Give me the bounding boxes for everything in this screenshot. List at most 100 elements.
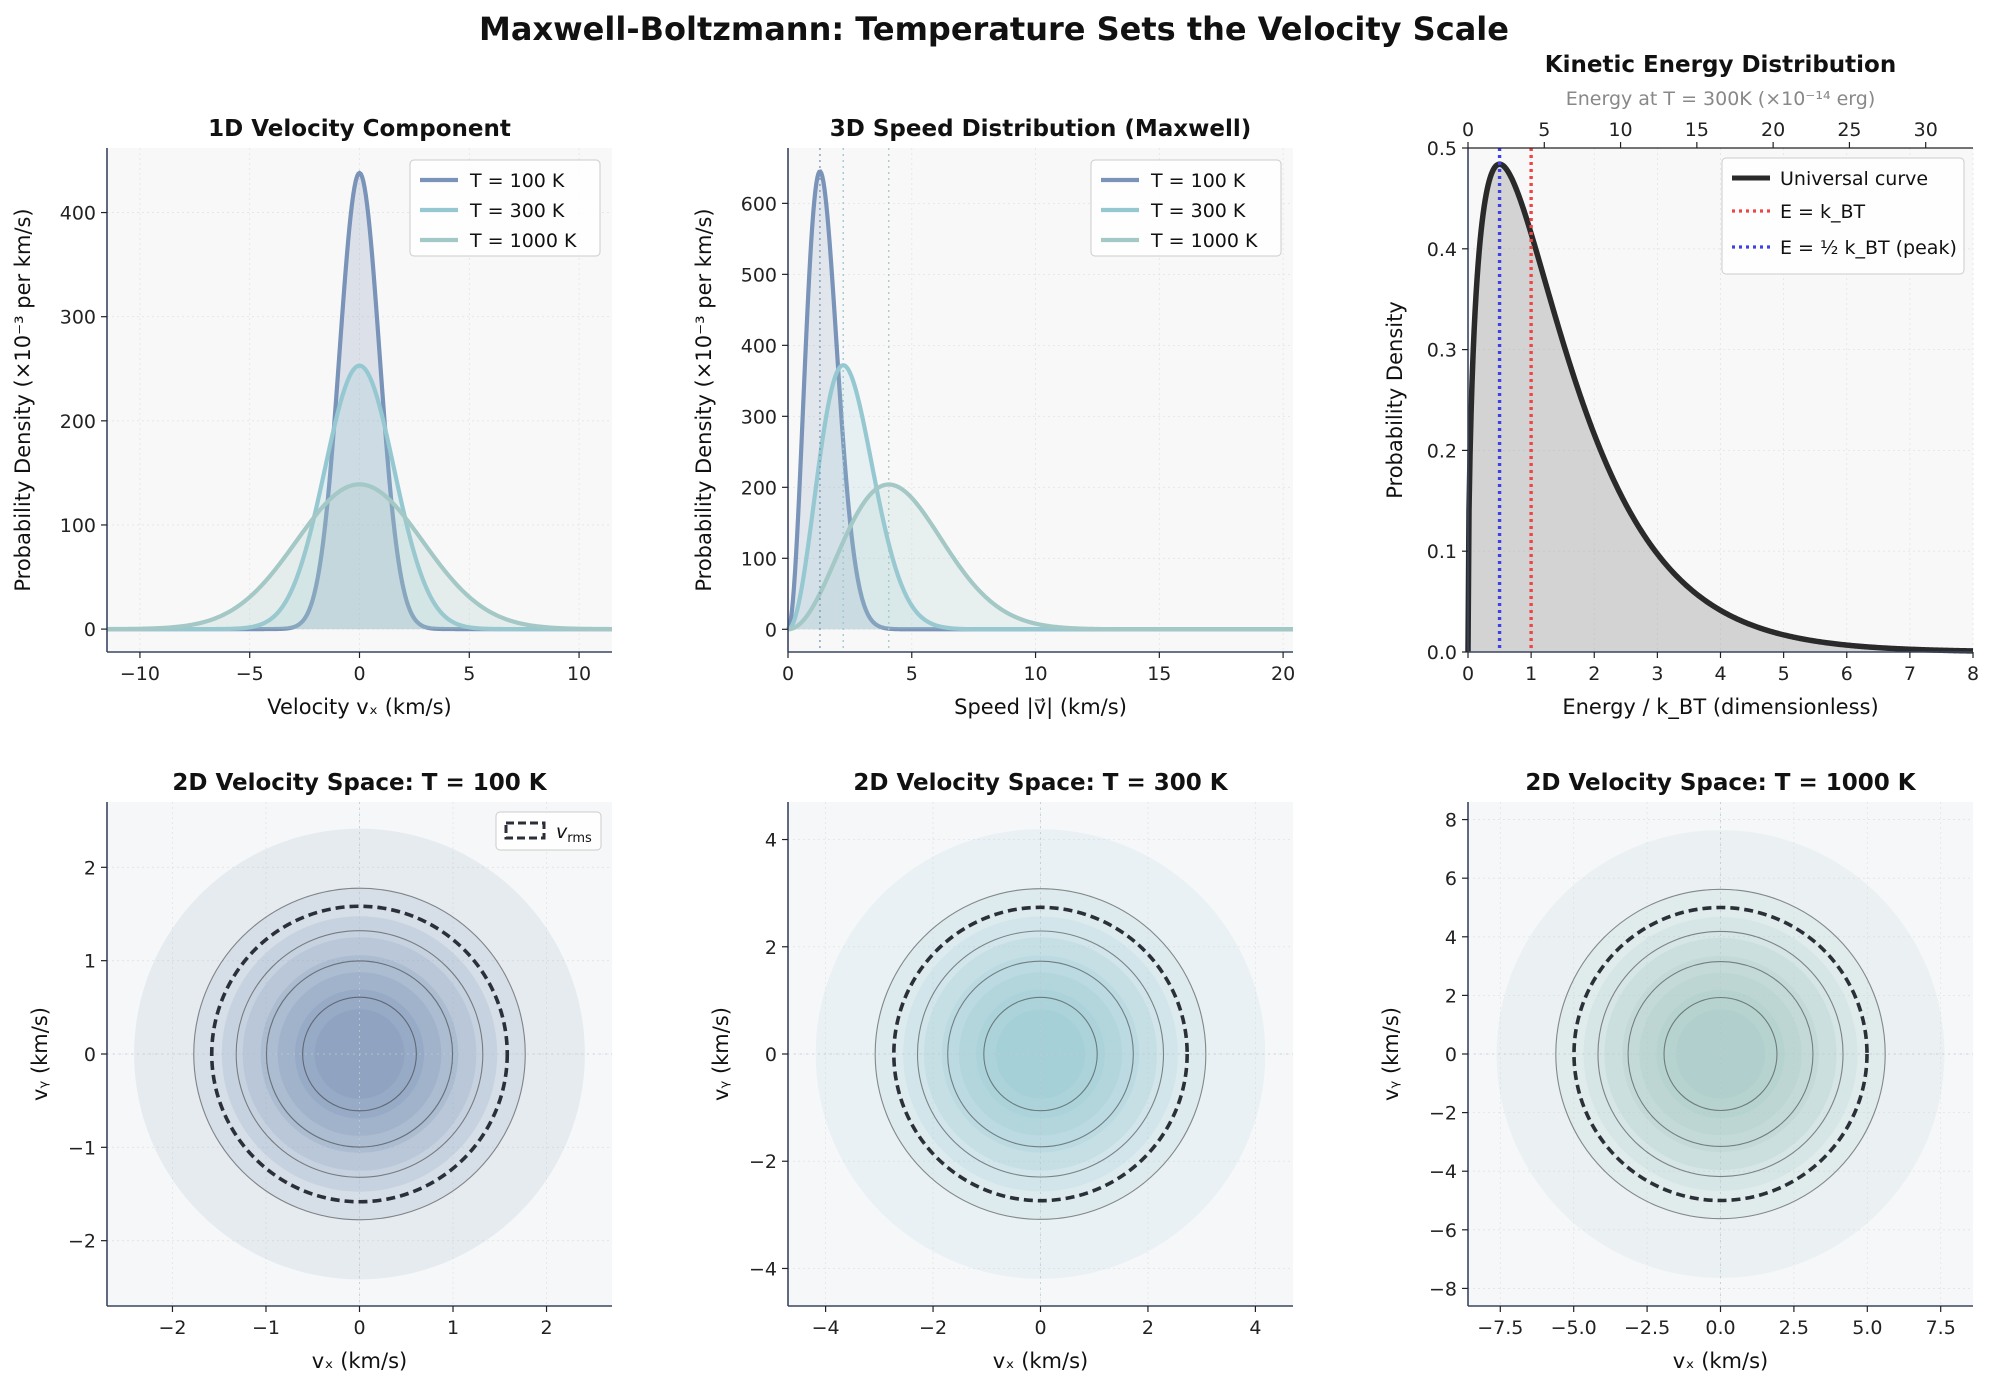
series-fill <box>107 365 612 630</box>
y-tick-label: 0 <box>1445 1044 1457 1066</box>
x-tick-label: 3 <box>1651 663 1663 685</box>
legend-label: Universal curve <box>1780 168 1928 190</box>
x-tick-label: 15 <box>1147 663 1171 685</box>
top-tick-label: 25 <box>1837 119 1861 141</box>
top-tick-label: 30 <box>1914 119 1938 141</box>
y-tick-label: −2 <box>1429 1103 1457 1125</box>
y-tick-label: 100 <box>741 548 777 570</box>
y-tick-label: 400 <box>741 335 777 357</box>
y-axis-label: Probability Density (×10⁻³ per km/s) <box>11 208 35 591</box>
x-tick-label: −2.5 <box>1624 1317 1670 1339</box>
x-tick-label: 6 <box>1841 663 1853 685</box>
x-tick-label: 10 <box>567 663 591 685</box>
x-axis-label: vₓ (km/s) <box>993 1349 1088 1373</box>
x-tick-label: 4 <box>1249 1317 1261 1339</box>
density-contour <box>265 960 454 1148</box>
x-tick-label: 8 <box>1967 663 1979 685</box>
x-axis-label: Energy / k_BT (dimensionless) <box>1562 695 1878 720</box>
legend-label: T = 1000 K <box>469 230 577 252</box>
x-tick-label: 4 <box>1714 663 1726 685</box>
y-tick-label: 0 <box>84 1044 96 1066</box>
panel-kinetic-energy: 0 1 2 3 4 5 6 7 8 0.0 0.1 0.2 0.3 0.4 0.5 Kinetic Energ… <box>1383 52 1979 720</box>
series-fill <box>788 365 1293 630</box>
panel-title: 3D Speed Distribution (Maxwell) <box>830 116 1251 142</box>
x-axis-label: vₓ (km/s) <box>1673 1349 1768 1373</box>
legend-label: T = 100 K <box>469 170 565 192</box>
y-axis-label: vᵧ (km/s) <box>1379 1007 1403 1101</box>
x-tick-label: 2.5 <box>1779 1317 1809 1339</box>
y-tick-label: 400 <box>60 203 96 225</box>
y-tick-label: 8 <box>1445 810 1457 832</box>
panel-2d-velocity-100k: −2 −1 0 1 2 −2 −1 0 1 2 2D Velocity Space: T = 100… <box>28 770 612 1373</box>
x-tick-label: 7 <box>1904 663 1916 685</box>
series-line <box>107 482 612 632</box>
x-tick-label: 0 <box>353 1317 365 1339</box>
density-contour <box>302 996 417 1112</box>
top-tick-label: 15 <box>1685 119 1709 141</box>
legend-frame <box>409 159 601 257</box>
legend-label: E = ½ k_BT (peak) <box>1780 237 1957 259</box>
x-tick-label: 5.0 <box>1852 1317 1882 1339</box>
legend-subscript: rms <box>567 831 592 846</box>
y-tick-label: 1 <box>84 951 96 973</box>
y-tick-label: 0 <box>84 619 96 641</box>
y-tick-label: 6 <box>1445 868 1457 890</box>
series-fill <box>107 172 612 630</box>
x-tick-label: 2 <box>1588 663 1600 685</box>
y-tick-label: 2 <box>765 937 777 959</box>
x-tick-label: 5 <box>906 663 918 685</box>
density-contour <box>916 930 1165 1178</box>
x-axis-label: Speed |v⃗| (km/s) <box>954 695 1127 720</box>
legend-swatch <box>504 821 546 840</box>
legend-frame <box>1090 159 1282 257</box>
legend-label: T = 100 K <box>1150 170 1246 192</box>
y-axis-label: vᵧ (km/s) <box>28 1007 52 1101</box>
y-tick-label: 0.0 <box>1427 642 1457 664</box>
y-tick-label: 4 <box>1445 927 1457 949</box>
top-tick-label: 20 <box>1761 119 1785 141</box>
vrms-circle <box>209 904 510 1204</box>
density-contour <box>235 930 484 1178</box>
density-contour <box>874 888 1207 1220</box>
universal-curve <box>1465 161 1974 654</box>
density-contour <box>947 960 1134 1148</box>
panel-title: 2D Velocity Space: T = 300 K <box>853 770 1228 796</box>
x-tick-label: 0 <box>1462 663 1474 685</box>
x-tick-label: 10 <box>1023 663 1047 685</box>
y-tick-label: 0.4 <box>1427 239 1457 261</box>
top-axis-label: Energy at T = 300K (×10⁻¹⁴ erg) <box>1566 88 1876 110</box>
x-tick-label: 0 <box>782 663 794 685</box>
y-tick-label: 500 <box>741 264 777 286</box>
y-tick-label: −6 <box>1429 1220 1457 1242</box>
x-tick-label: 0 <box>353 663 365 685</box>
y-axis-label: vᵧ (km/s) <box>709 1007 733 1101</box>
top-tick-label: 10 <box>1608 119 1632 141</box>
legend-label: T = 300 K <box>1150 200 1246 222</box>
series-fill <box>788 484 1293 630</box>
grid <box>1468 802 1973 1306</box>
panel-2d-velocity-1000k: −7.5 −5.0 −2.5 0.0 2.5 5.0 7.5 −8 −6 −4 −2 0 2 4 6 8 2D … <box>1379 770 1973 1373</box>
density-contour <box>1627 960 1814 1148</box>
y-tick-label: 200 <box>60 411 96 433</box>
density-contour <box>1597 930 1844 1178</box>
x-tick-label: −7.5 <box>1477 1317 1523 1339</box>
x-tick-label: −2 <box>919 1317 947 1339</box>
top-tick-label: 5 <box>1538 119 1550 141</box>
y-tick-label: −2 <box>68 1231 96 1253</box>
y-tick-label: 300 <box>60 307 96 329</box>
y-tick-label: 0.1 <box>1427 541 1457 563</box>
legend-label: T = 1000 K <box>1150 230 1258 252</box>
x-tick-label: 1 <box>1525 663 1537 685</box>
y-tick-label: 100 <box>60 515 96 537</box>
y-tick-label: 2 <box>1445 985 1457 1007</box>
y-tick-label: 0.2 <box>1427 440 1457 462</box>
panel-title: 1D Velocity Component <box>208 116 511 142</box>
x-tick-label: 2 <box>540 1317 552 1339</box>
figure-title: Maxwell-Boltzmann: Temperature Sets the … <box>479 10 1509 48</box>
vrms-circle <box>1572 905 1869 1203</box>
y-tick-label: 2 <box>84 857 96 879</box>
density-contour <box>193 887 526 1221</box>
top-tick-label: 0 <box>1462 119 1474 141</box>
